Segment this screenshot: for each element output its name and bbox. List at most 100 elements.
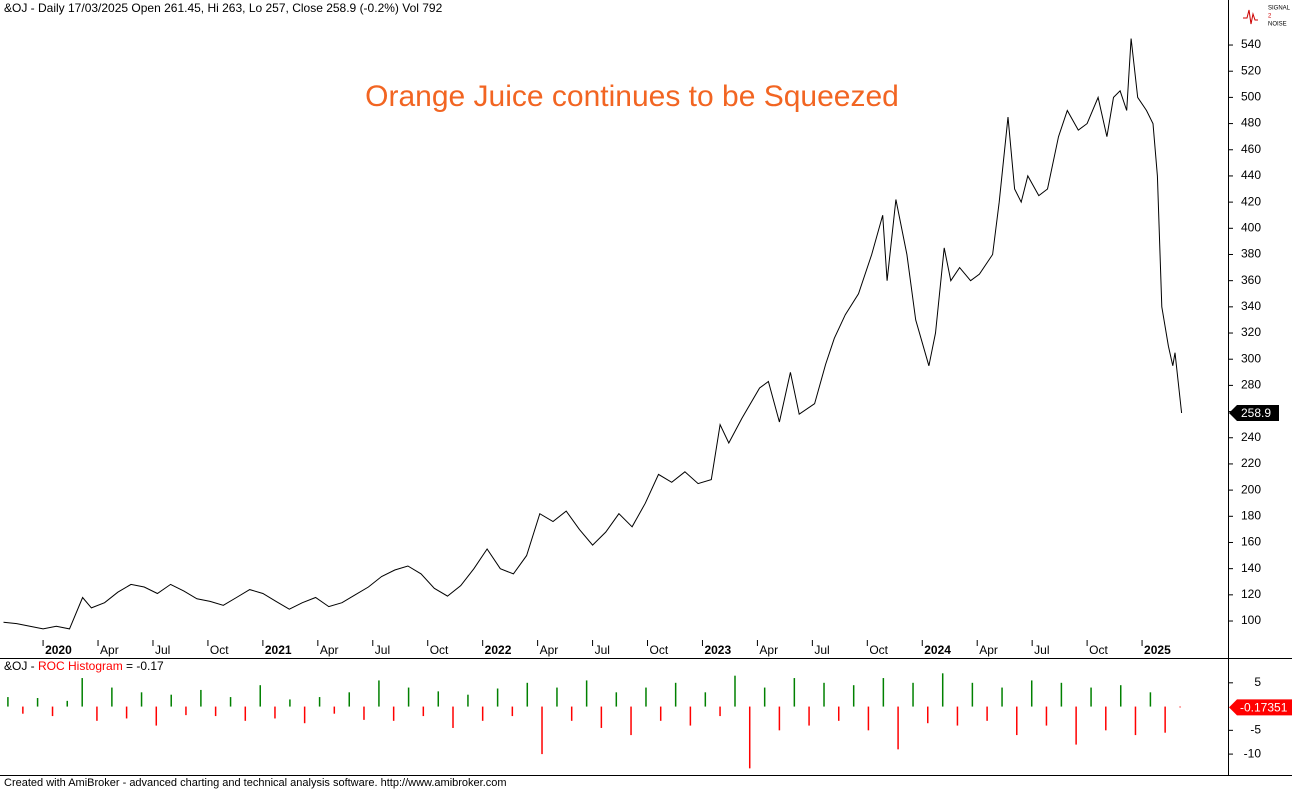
x-tick-label: Oct <box>1089 643 1108 657</box>
x-tick-label: 2021 <box>265 643 292 657</box>
roc-bar <box>155 706 158 726</box>
roc-bar <box>659 706 662 721</box>
y-tick-label: 160 <box>1241 535 1261 549</box>
x-tick-label: Jul <box>155 643 170 657</box>
logo-text: 2 <box>1268 14 1272 20</box>
roc-bar <box>96 706 98 721</box>
roc-bar <box>333 706 336 714</box>
roc-bar <box>823 682 825 707</box>
y-tick-label: 520 <box>1241 63 1261 77</box>
y-tick-label: 180 <box>1241 508 1261 522</box>
roc-bar <box>378 680 380 707</box>
x-tick-label: 2022 <box>485 643 512 657</box>
x-tick-label: Apr <box>540 643 559 657</box>
y-tick-label: -5 <box>1250 723 1261 737</box>
pane-title: &OJ - ROC Histogram = -0.17 <box>4 659 164 673</box>
roc-bar <box>422 706 425 717</box>
roc-bar <box>407 687 410 707</box>
roc-bar <box>348 692 351 707</box>
y-tick-label: 420 <box>1241 194 1261 208</box>
roc-bar <box>585 680 588 707</box>
x-tick-label: 2020 <box>45 643 72 657</box>
roc-bar <box>1060 682 1063 707</box>
footer: Created with AmiBroker - advanced charti… <box>4 777 507 789</box>
roc-bar <box>170 694 172 707</box>
x-tick-label: 2025 <box>1144 643 1171 657</box>
roc-bar <box>1179 706 1181 708</box>
y-tick-label: 140 <box>1241 561 1261 575</box>
roc-bar <box>467 694 469 707</box>
x-tick-label: Jul <box>375 643 390 657</box>
roc-bar <box>1105 706 1107 731</box>
roc-bar <box>882 678 885 707</box>
last-value-box <box>1229 699 1292 716</box>
roc-bar <box>140 692 143 707</box>
roc-bar <box>481 706 484 721</box>
roc-bar <box>867 706 870 731</box>
x-tick-label: Oct <box>210 643 229 657</box>
roc-bar <box>318 697 321 707</box>
pane-title-prefix: &OJ - <box>4 659 38 673</box>
roc-bar <box>185 706 187 716</box>
roc-bar <box>630 706 632 736</box>
roc-bar <box>541 706 543 755</box>
roc-bar <box>689 706 692 726</box>
roc-bar <box>289 699 291 707</box>
roc-bar <box>1164 706 1166 733</box>
annotation: Orange Juice continues to be Squeezed <box>365 80 899 113</box>
logo-text: SIGNAL <box>1268 6 1291 12</box>
roc-bar <box>7 697 9 707</box>
roc-bar <box>1134 706 1137 736</box>
roc-bar <box>303 706 306 724</box>
roc-bar <box>229 697 232 707</box>
x-tick-label: Apr <box>320 643 339 657</box>
y-tick-label: 220 <box>1241 456 1261 470</box>
roc-bar <box>704 692 707 707</box>
roc-bar <box>274 706 276 719</box>
y-tick-label: 380 <box>1241 247 1261 261</box>
roc-bar <box>51 706 54 717</box>
y-tick-label: 300 <box>1241 351 1261 365</box>
y-tick-label: 460 <box>1241 142 1261 156</box>
last-value-label: 258.9 <box>1241 406 1271 420</box>
y-tick-label: 400 <box>1241 220 1261 234</box>
roc-bar <box>1030 680 1033 707</box>
y-tick-label: 480 <box>1241 116 1261 130</box>
header: &OJ - Daily 17/03/2025 Open 261.45, Hi 2… <box>4 1 443 15</box>
roc-bar <box>852 685 855 707</box>
roc-bar <box>244 706 247 721</box>
y-tick-label: 440 <box>1241 168 1261 182</box>
roc-bar <box>734 675 736 707</box>
x-tick-label: 2023 <box>704 643 731 657</box>
logo: SIGNAL 2 NOISE <box>1243 6 1291 28</box>
x-tick-label: Apr <box>979 643 998 657</box>
roc-bar <box>719 706 721 717</box>
y-tick-label: 340 <box>1241 299 1261 313</box>
roc-bar <box>363 706 365 720</box>
roc-bar <box>793 678 796 707</box>
roc-bar <box>645 687 647 707</box>
indicator-value: = -0.17 <box>123 659 164 673</box>
logo-text: NOISE <box>1268 22 1287 28</box>
roc-bar <box>392 706 395 721</box>
y-tick-label: 280 <box>1241 378 1261 392</box>
roc-bar <box>971 682 974 707</box>
roc-bar <box>111 687 113 707</box>
logo-wave <box>1243 9 1258 25</box>
last-value-label: -0.17351 <box>1240 701 1288 715</box>
price-line <box>3 38 1183 630</box>
roc-bar <box>496 688 499 707</box>
roc-bar <box>66 700 69 707</box>
x-tick-label: Apr <box>100 643 119 657</box>
roc-bar <box>778 706 781 731</box>
y-tick-label: 100 <box>1241 613 1261 627</box>
x-tick-label: Oct <box>430 643 449 657</box>
roc-bar <box>200 689 202 707</box>
roc-bar <box>511 706 514 717</box>
y-tick-label: 320 <box>1241 325 1261 339</box>
roc-bar <box>600 706 603 728</box>
y-tick-label: 200 <box>1241 482 1261 496</box>
y-tick-label: 5 <box>1254 675 1261 689</box>
roc-bar <box>941 673 944 707</box>
